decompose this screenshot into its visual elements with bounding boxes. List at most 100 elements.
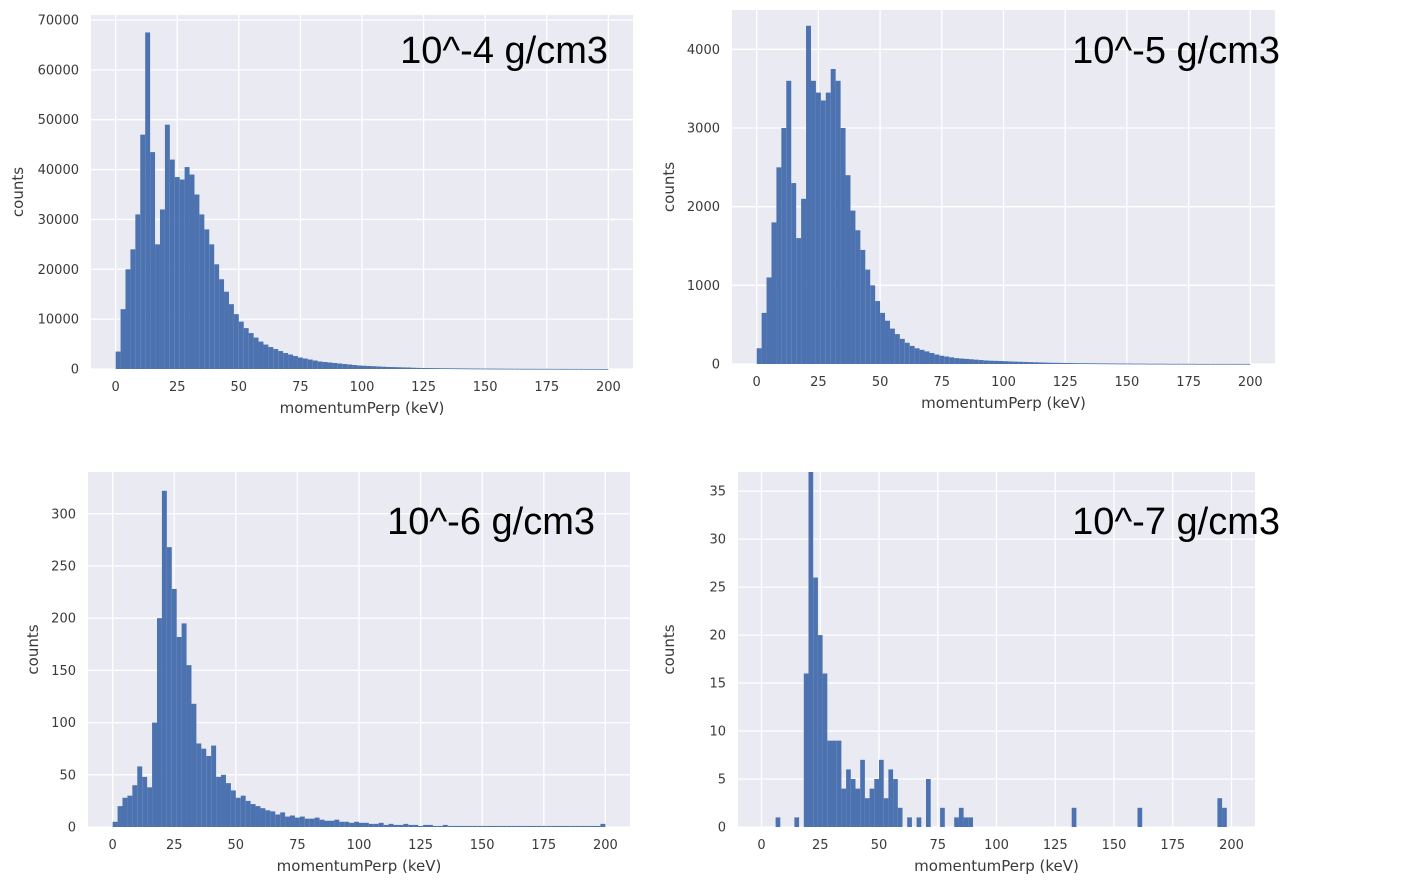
- histogram-bar: [978, 360, 984, 364]
- histogram-bar: [568, 368, 574, 370]
- histogram-bar: [815, 92, 821, 364]
- histogram-bar: [312, 360, 318, 369]
- histogram-bar: [1013, 361, 1019, 364]
- histogram-bar: [1210, 363, 1216, 365]
- histogram-bar: [1126, 363, 1132, 365]
- histogram-bar: [959, 358, 965, 364]
- histogram-bar: [152, 722, 157, 827]
- y-tick-label: 0: [712, 358, 720, 373]
- histogram-bar: [1097, 363, 1103, 365]
- y-tick-label: 3000: [687, 122, 720, 137]
- histogram-bar: [349, 822, 355, 827]
- histogram-bar: [907, 817, 912, 827]
- histogram-bar: [511, 825, 517, 827]
- histogram-bar: [233, 314, 239, 369]
- histogram-bar: [359, 822, 364, 827]
- histogram-bar: [573, 368, 579, 370]
- histogram-bar: [1062, 362, 1068, 364]
- x-tick-label: 125: [411, 380, 436, 395]
- histogram-bar: [860, 249, 866, 364]
- histogram-bar: [342, 364, 348, 369]
- y-tick-label: 100: [51, 716, 76, 731]
- histogram-bar: [366, 366, 372, 369]
- histogram-bar: [228, 304, 234, 369]
- histogram-bar: [954, 817, 959, 827]
- histogram-bar: [781, 128, 787, 364]
- histogram-bar: [406, 367, 412, 369]
- histogram-bar: [519, 368, 525, 370]
- histogram-bar: [427, 824, 433, 827]
- y-tick-label: 15: [709, 677, 726, 692]
- x-tick-label: 150: [470, 838, 495, 853]
- histogram-bar: [570, 825, 576, 827]
- histogram-bar: [916, 817, 922, 827]
- histogram-bar: [1151, 363, 1157, 365]
- histogram-bar: [314, 817, 320, 827]
- histogram-bar: [243, 328, 249, 369]
- x-tick-label: 200: [1238, 375, 1263, 390]
- histogram-bar: [850, 210, 856, 364]
- histogram-bar: [201, 748, 207, 827]
- histogram-bar: [317, 361, 323, 369]
- x-tick-label: 175: [1160, 838, 1185, 853]
- histogram-bar: [416, 367, 422, 369]
- histogram-bar: [771, 222, 777, 364]
- histogram-bar: [499, 368, 505, 370]
- histogram-bar: [539, 368, 545, 370]
- histogram-bar: [864, 798, 870, 827]
- histogram-bar: [524, 368, 530, 370]
- histogram-bar: [490, 368, 496, 370]
- x-tick-label: 50: [871, 838, 888, 853]
- histogram-bar: [299, 816, 305, 827]
- histogram-bar: [344, 821, 350, 827]
- histogram-bar: [988, 360, 994, 364]
- histogram-bar: [585, 825, 591, 827]
- histogram-bar: [1077, 363, 1083, 365]
- histogram-bar: [1230, 363, 1236, 365]
- histogram-panel-1e-4: 0 25 50 75 100 125 150 175 200 0 10000 20000 30000 40…: [0, 0, 650, 430]
- histogram-bar: [549, 368, 555, 370]
- histogram-bar: [1033, 362, 1039, 364]
- histogram-bar: [347, 364, 353, 369]
- histogram-bar: [1222, 807, 1227, 827]
- histogram-chart: 0 25 50 75 100 125 150 175 200 0 50 100 150 200 250 300…: [24, 472, 630, 875]
- histogram-bar: [1245, 363, 1251, 365]
- histogram-bar: [211, 745, 217, 827]
- histogram-bar: [283, 353, 289, 369]
- histogram-bar: [603, 368, 609, 370]
- histogram-bar: [334, 819, 340, 827]
- histogram-bar: [1072, 363, 1078, 364]
- histogram-bar: [509, 368, 515, 370]
- histogram-bar: [827, 740, 832, 827]
- histogram-bar: [457, 825, 463, 827]
- histogram-bar: [595, 825, 601, 827]
- histogram-bar: [391, 367, 397, 369]
- histogram-panel-1e-7: 0 25 50 75 100 125 150 175 200 0 5 10 15 20 25 30 35 mome…: [650, 450, 1310, 886]
- x-tick-label: 0: [757, 838, 765, 853]
- x-tick-label: 150: [473, 380, 498, 395]
- x-tick-label: 150: [1114, 375, 1139, 390]
- histogram-bar: [189, 174, 195, 369]
- x-tick-label: 125: [1053, 375, 1078, 390]
- histogram-bar: [817, 635, 823, 827]
- histogram-bar: [1141, 363, 1147, 365]
- histogram-bar: [495, 368, 500, 370]
- histogram-bar: [381, 366, 387, 369]
- histogram-bar: [909, 345, 915, 364]
- histogram-bar: [944, 356, 950, 364]
- histogram-bar: [1121, 363, 1127, 365]
- histogram-bar: [437, 825, 443, 827]
- x-tick-label: 75: [934, 375, 951, 390]
- histogram-bar: [403, 823, 409, 827]
- histogram-bar: [260, 808, 266, 827]
- histogram-bar: [452, 825, 458, 827]
- histogram-bar: [536, 825, 542, 827]
- histogram-bar: [583, 368, 589, 370]
- x-tick-label: 75: [929, 838, 946, 853]
- x-axis-label: momentumPerp (keV): [280, 399, 445, 417]
- y-tick-label: 2000: [687, 200, 720, 215]
- histogram-bar: [273, 349, 279, 369]
- histogram-bar: [850, 779, 856, 827]
- histogram-bar: [1186, 363, 1192, 365]
- histogram-bar: [813, 577, 818, 827]
